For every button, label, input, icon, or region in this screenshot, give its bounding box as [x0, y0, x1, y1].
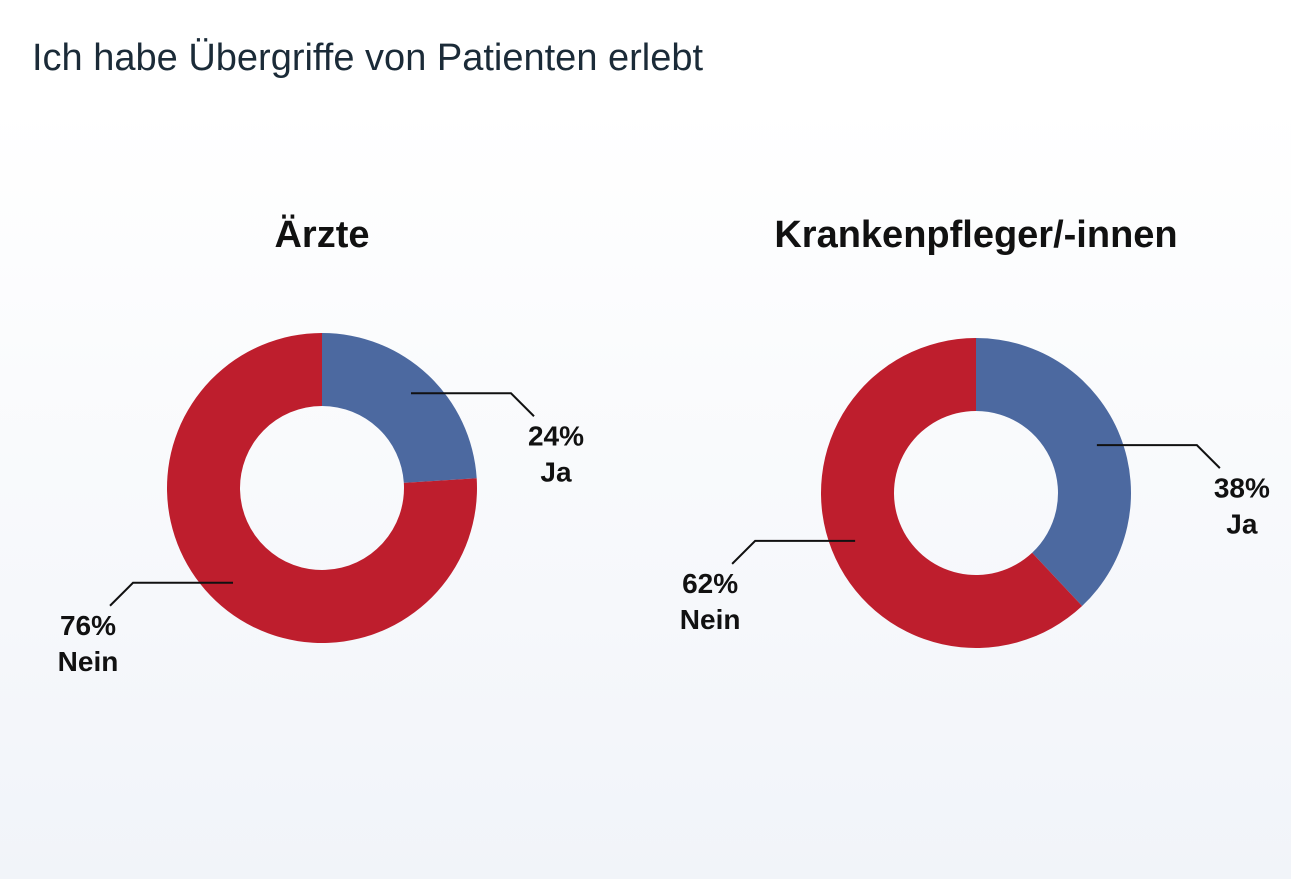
category-label: Ja — [540, 457, 572, 488]
leader-line — [1096, 444, 1221, 469]
chart-title: Krankenpfleger/-innen — [774, 214, 1177, 256]
leader-line — [109, 581, 234, 607]
value-label: 24% — [528, 421, 584, 452]
value-label: 76% — [60, 610, 116, 641]
chart-title: Ärzte — [274, 213, 369, 256]
leader-line — [731, 539, 856, 565]
value-label: 62% — [682, 568, 738, 599]
category-label: Nein — [680, 604, 741, 635]
leader-line — [410, 392, 535, 417]
category-label: Ja — [1226, 509, 1258, 540]
donut-slice — [322, 333, 477, 483]
page-title: Ich habe Übergriffe von Patienten erlebt — [32, 37, 704, 79]
donut-slice — [820, 337, 1083, 648]
donut-slice — [976, 338, 1131, 606]
category-label: Nein — [58, 646, 119, 677]
value-label: 38% — [1214, 473, 1270, 504]
donut-slice — [166, 332, 477, 643]
